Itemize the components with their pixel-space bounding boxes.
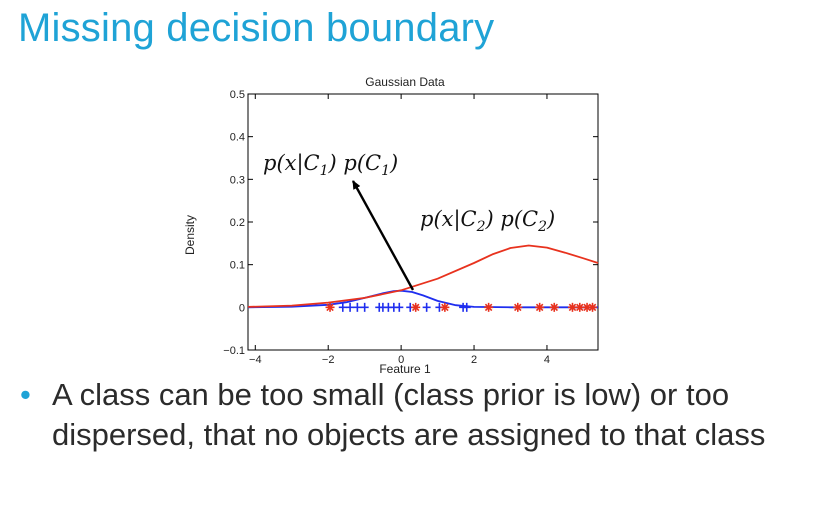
marker-stroke <box>588 303 597 312</box>
marker-stroke <box>568 303 577 312</box>
bullet-text: A class can be too small (class prior is… <box>52 377 766 452</box>
marker-stroke <box>576 303 584 312</box>
y-tick-label: −0.1 <box>223 345 245 357</box>
x-tick-label: −4 <box>249 354 262 366</box>
bullet-item: • A class can be too small (class prior … <box>20 375 810 455</box>
class1-sample-marker <box>462 302 471 312</box>
label-class2-posterior: p(x|C2) p(C2) <box>420 207 555 235</box>
density-curve-2 <box>247 244 599 308</box>
marker-stroke <box>550 303 558 312</box>
class2-sample-marker <box>535 302 545 312</box>
x-tick-label: −2 <box>322 354 335 366</box>
class2-sample-marker <box>411 302 421 312</box>
class2-sample-marker <box>588 302 598 312</box>
class2-sample-marker <box>325 302 335 312</box>
class2-sample-marker <box>440 302 450 312</box>
class1-sample-marker <box>338 302 347 312</box>
class2-sample-marker <box>513 302 523 312</box>
svg-text:p(x|C1) p(C1): p(x|C1) p(C1) <box>263 151 398 179</box>
y-tick-label: 0.2 <box>230 217 245 229</box>
x-tick-label: 4 <box>544 354 550 366</box>
class2-sample-marker <box>549 302 559 312</box>
y-tick-label: 0.4 <box>230 132 245 144</box>
svg-text:p(x|C2) p(C2): p(x|C2) p(C2) <box>420 207 555 235</box>
y-tick-label: 0.1 <box>230 260 245 272</box>
marker-stroke <box>441 303 449 312</box>
marker-stroke <box>411 303 420 312</box>
marker-stroke <box>484 303 493 312</box>
class1-sample-marker <box>346 302 355 312</box>
marker-stroke <box>583 303 591 312</box>
class1-sample-marker <box>353 302 362 312</box>
x-tick-label: 2 <box>471 354 477 366</box>
label-class1-posterior: p(x|C1) p(C1) <box>263 151 398 179</box>
x-tick-label: 0 <box>398 354 404 366</box>
y-tick-label: 0 <box>239 302 245 314</box>
class2-sample-marker <box>582 302 592 312</box>
class1-sample-marker <box>395 302 404 312</box>
marker-stroke <box>514 303 522 312</box>
gaussian-density-chart: Gaussian Data −4 −2 0 2 4 −0.1 0 0.1 0.2 0.3 0.4 0.… <box>183 75 599 375</box>
chart-title: Gaussian Data <box>365 75 445 89</box>
marker-stroke <box>535 303 544 312</box>
y-tick-label: 0.3 <box>230 174 245 186</box>
marker-stroke <box>326 303 334 312</box>
y-tick-label: 0.5 <box>230 89 245 101</box>
slide-title: Missing decision boundary <box>18 6 495 50</box>
y-axis-label: Density <box>183 215 197 255</box>
class1-sample-marker <box>360 302 369 312</box>
bullet-marker: • <box>20 377 31 412</box>
class1-sample-marker <box>422 302 431 312</box>
annotation-arrow <box>351 180 415 291</box>
class2-sample-marker <box>484 302 494 312</box>
x-axis-label: Feature 1 <box>379 362 431 375</box>
